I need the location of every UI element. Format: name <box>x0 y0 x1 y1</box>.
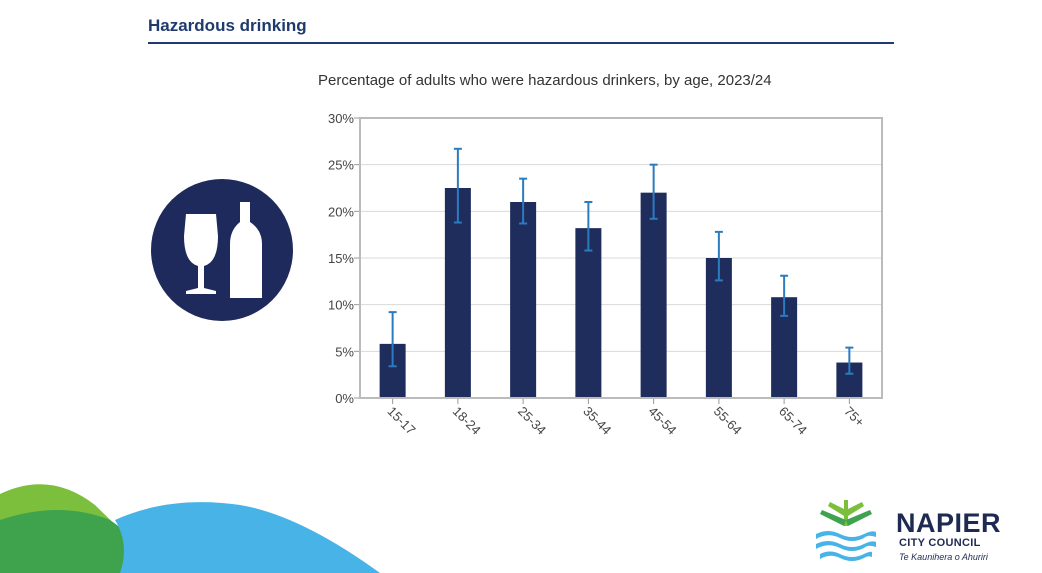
y-tick-label: 30% <box>328 111 354 126</box>
chart-title: Percentage of adults who were hazardous … <box>318 72 772 89</box>
y-tick-label: 15% <box>328 251 354 266</box>
bar <box>575 228 602 398</box>
bar <box>640 192 667 398</box>
section-divider <box>148 42 894 44</box>
section-title: Hazardous drinking <box>148 16 307 35</box>
bar <box>510 202 537 398</box>
wine-glass-bottle-icon <box>151 179 293 321</box>
y-tick-label: 10% <box>328 298 354 313</box>
y-tick-label: 20% <box>328 204 354 219</box>
y-tick-label: 5% <box>335 344 354 359</box>
brand-name: NAPIER <box>896 508 1002 538</box>
brand-tagline: Te Kaunihera o Ahuriri <box>899 552 988 562</box>
chart-bars <box>379 188 863 398</box>
brand-subtitle: CITY COUNCIL <box>899 537 981 549</box>
napier-logo-icon <box>816 500 876 561</box>
plot-frame <box>359 117 883 399</box>
y-tick-label: 0% <box>335 391 354 406</box>
chart-error-bars <box>388 147 854 375</box>
y-tick-label: 25% <box>328 158 354 173</box>
